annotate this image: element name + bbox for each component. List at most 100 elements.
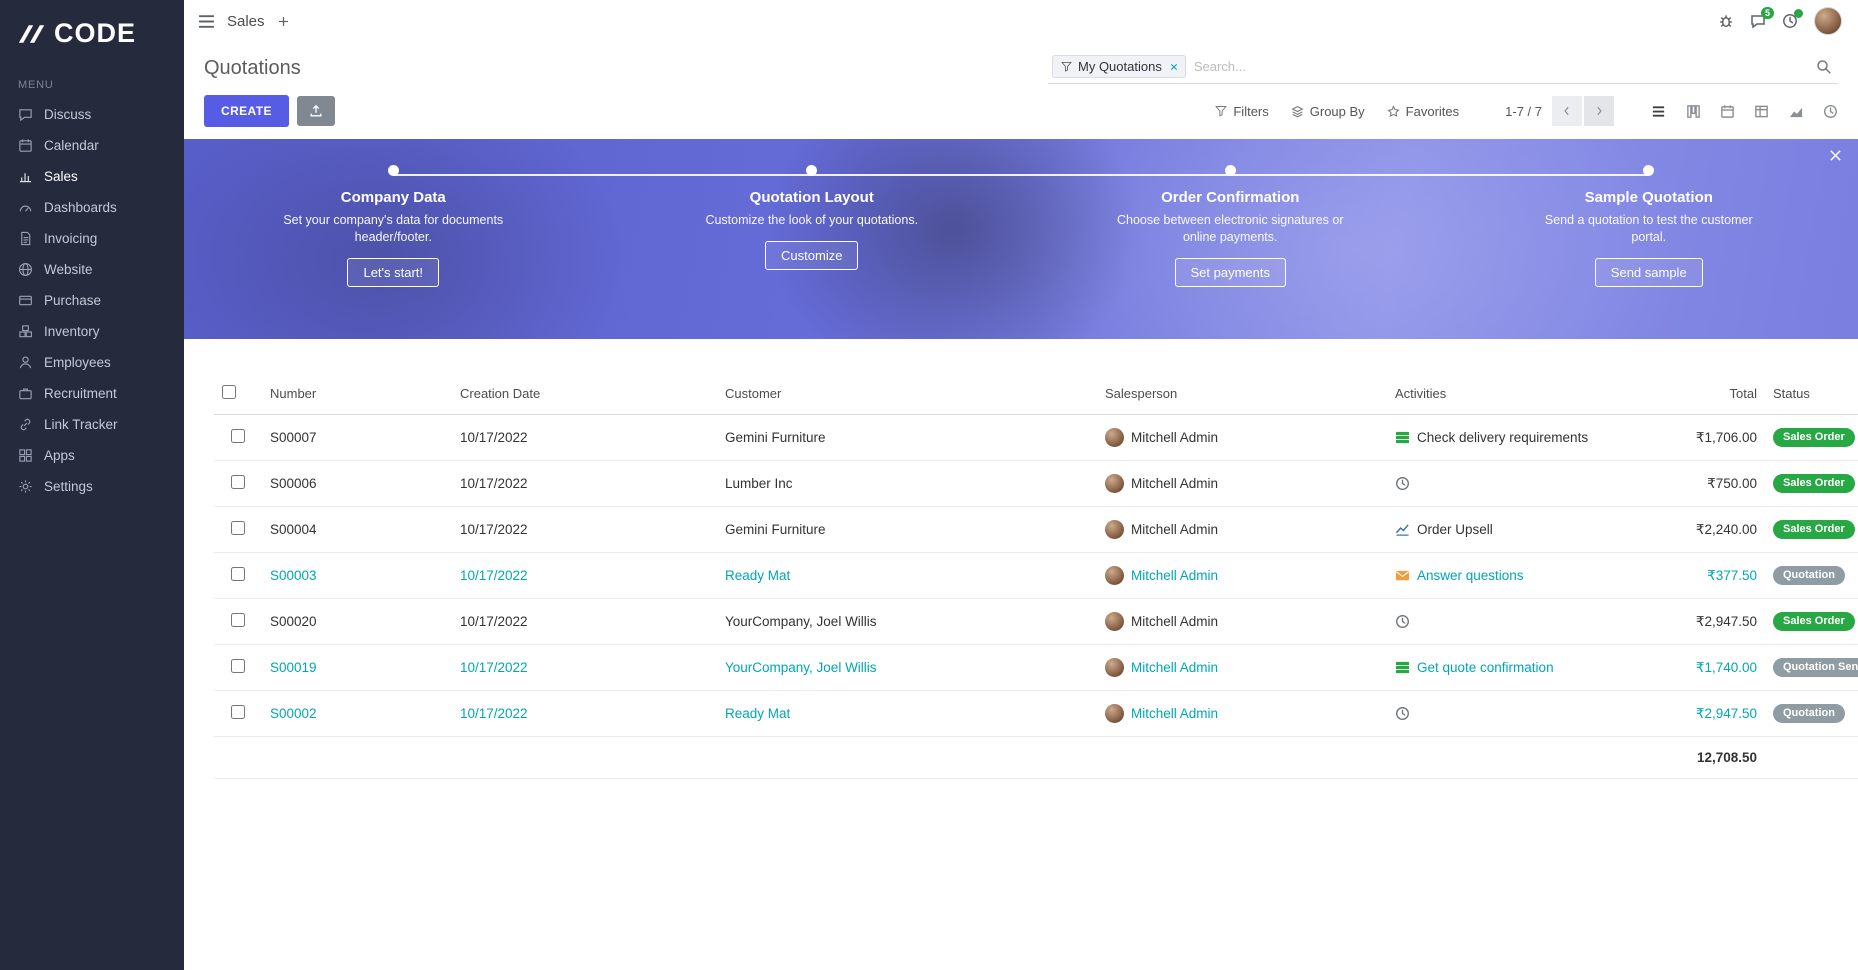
kanban-view-icon[interactable] bbox=[1686, 104, 1701, 119]
sidebar-item-apps[interactable]: Apps bbox=[0, 440, 184, 471]
clock-icon[interactable] bbox=[1395, 476, 1410, 491]
list-view-icon[interactable] bbox=[1650, 104, 1667, 119]
activity-label: Answer questions bbox=[1417, 568, 1524, 583]
sales-icon bbox=[18, 169, 33, 184]
grand-total: 12,708.50 bbox=[1645, 736, 1765, 779]
sidebar-item-discuss[interactable]: Discuss bbox=[0, 99, 184, 130]
chevron-left-icon bbox=[1561, 104, 1573, 118]
column-header-total[interactable]: Total bbox=[1645, 373, 1765, 415]
sidebar-item-sales[interactable]: Sales bbox=[0, 161, 184, 192]
pivot-view-icon[interactable] bbox=[1754, 104, 1769, 119]
activity-view-icon[interactable] bbox=[1823, 104, 1838, 119]
activities-clock-icon[interactable] bbox=[1782, 9, 1803, 29]
table-row[interactable]: S00020 10/17/2022 YourCompany, Joel Will… bbox=[214, 598, 1858, 645]
calendar-view-icon[interactable] bbox=[1720, 104, 1735, 119]
column-header-customer[interactable]: Customer bbox=[717, 373, 1097, 415]
row-checkbox[interactable] bbox=[231, 613, 245, 627]
column-header-activities[interactable]: Activities bbox=[1387, 373, 1645, 415]
step-dot bbox=[1643, 165, 1655, 176]
column-header-salesperson[interactable]: Salesperson bbox=[1097, 373, 1387, 415]
sidebar-item-calendar[interactable]: Calendar bbox=[0, 130, 184, 161]
pager-next-button[interactable] bbox=[1584, 96, 1614, 126]
remove-filter-icon[interactable] bbox=[1170, 63, 1178, 71]
chart-icon[interactable] bbox=[1395, 522, 1410, 537]
row-checkbox[interactable] bbox=[231, 659, 245, 673]
pager-previous-button[interactable] bbox=[1552, 96, 1582, 126]
create-button[interactable]: CREATE bbox=[204, 95, 289, 127]
sidebar-item-invoicing[interactable]: Invoicing bbox=[0, 223, 184, 254]
sidebar-item-employees[interactable]: Employees bbox=[0, 347, 184, 378]
envelope-icon[interactable] bbox=[1395, 568, 1410, 583]
customize-button[interactable]: Customize bbox=[765, 240, 859, 270]
table-row[interactable]: S00003 10/17/2022 Ready Mat Mitchell Adm… bbox=[214, 552, 1858, 599]
sidebar-item-inventory[interactable]: Inventory bbox=[0, 316, 184, 347]
control-panel: Quotations My Quotations CREATE bbox=[184, 42, 1858, 139]
lets-start-button[interactable]: Let's start! bbox=[347, 257, 440, 287]
current-app-name[interactable]: Sales bbox=[227, 12, 265, 30]
sidebar-item-label: Calendar bbox=[44, 138, 99, 153]
step-description: Send a quotation to test the customer po… bbox=[1544, 213, 1753, 244]
filters-button[interactable]: Filters bbox=[1215, 104, 1269, 119]
favorites-button[interactable]: Favorites bbox=[1386, 104, 1459, 119]
column-header-status[interactable]: Status bbox=[1765, 373, 1858, 415]
star-icon bbox=[1386, 104, 1400, 118]
sidebar-item-recruitment[interactable]: Recruitment bbox=[0, 378, 184, 409]
row-checkbox[interactable] bbox=[231, 521, 245, 535]
sidebar-item-website[interactable]: Website bbox=[0, 254, 184, 285]
table-row[interactable]: S00007 10/17/2022 Gemini Furniture Mitch… bbox=[214, 414, 1858, 461]
search-icon[interactable] bbox=[1816, 59, 1832, 75]
page-title: Quotations bbox=[204, 56, 301, 79]
close-icon[interactable] bbox=[1829, 149, 1842, 162]
chat-icon bbox=[18, 107, 33, 122]
creation-date: 10/17/2022 bbox=[452, 414, 717, 461]
globe-icon bbox=[18, 262, 33, 277]
creation-date: 10/17/2022 bbox=[452, 690, 717, 737]
sidebar-item-purchase[interactable]: Purchase bbox=[0, 285, 184, 316]
group-by-label: Group By bbox=[1309, 103, 1365, 119]
user-avatar[interactable] bbox=[1814, 7, 1842, 35]
graph-view-icon[interactable] bbox=[1788, 104, 1804, 119]
onboarding-banner: Company Data Set your company's data for… bbox=[184, 139, 1858, 339]
list-icon[interactable] bbox=[1395, 430, 1410, 445]
table-row[interactable]: S00019 10/17/2022 YourCompany, Joel Will… bbox=[214, 644, 1858, 691]
grid-icon bbox=[18, 448, 33, 463]
export-button[interactable] bbox=[296, 96, 335, 126]
link-icon bbox=[18, 417, 33, 432]
hamburger-menu-icon[interactable] bbox=[198, 14, 215, 29]
gear-icon bbox=[18, 479, 33, 494]
send-sample-button[interactable]: Send sample bbox=[1594, 257, 1703, 287]
clock-icon[interactable] bbox=[1395, 614, 1410, 629]
step-title: Quotation Layout bbox=[749, 189, 874, 206]
sidebar-item-settings[interactable]: Settings bbox=[0, 471, 184, 502]
step-description: Choose between electronic signatures or … bbox=[1116, 213, 1344, 244]
search-bar[interactable]: My Quotations bbox=[1048, 52, 1838, 84]
status-badge: Quotation bbox=[1773, 566, 1845, 585]
column-header-number[interactable]: Number bbox=[262, 373, 452, 415]
row-checkbox[interactable] bbox=[231, 705, 245, 719]
calendar-icon bbox=[18, 138, 33, 153]
plus-icon[interactable] bbox=[277, 15, 290, 28]
select-all-checkbox[interactable] bbox=[222, 385, 236, 399]
salesperson-name: Mitchell Admin bbox=[1131, 568, 1219, 583]
table-row[interactable]: S00006 10/17/2022 Lumber Inc Mitchell Ad… bbox=[214, 460, 1858, 507]
sidebar-item-link-tracker[interactable]: Link Tracker bbox=[0, 409, 184, 440]
search-input[interactable] bbox=[1193, 59, 1808, 74]
table-row[interactable]: S00004 10/17/2022 Gemini Furniture Mitch… bbox=[214, 506, 1858, 553]
group-by-button[interactable]: Group By bbox=[1291, 104, 1365, 119]
column-header-date[interactable]: Creation Date bbox=[452, 373, 717, 415]
search-filter-chip[interactable]: My Quotations bbox=[1052, 55, 1186, 78]
row-checkbox[interactable] bbox=[231, 567, 245, 581]
row-checkbox[interactable] bbox=[231, 475, 245, 489]
salesperson-avatar bbox=[1105, 704, 1124, 723]
messages-icon[interactable]: 5 bbox=[1750, 7, 1774, 29]
set-payments-button[interactable]: Set payments bbox=[1174, 257, 1286, 287]
customer-name: Gemini Furniture bbox=[717, 506, 1097, 553]
sidebar-item-dashboards[interactable]: Dashboards bbox=[0, 192, 184, 223]
brand-logo[interactable]: CODE bbox=[0, 0, 184, 65]
debug-bug-icon[interactable] bbox=[1718, 13, 1734, 29]
list-icon[interactable] bbox=[1395, 660, 1410, 675]
table-row[interactable]: S00002 10/17/2022 Ready Mat Mitchell Adm… bbox=[214, 690, 1858, 737]
row-checkbox[interactable] bbox=[231, 429, 245, 443]
clock-icon[interactable] bbox=[1395, 706, 1410, 721]
sidebar-item-label: Website bbox=[44, 262, 93, 277]
